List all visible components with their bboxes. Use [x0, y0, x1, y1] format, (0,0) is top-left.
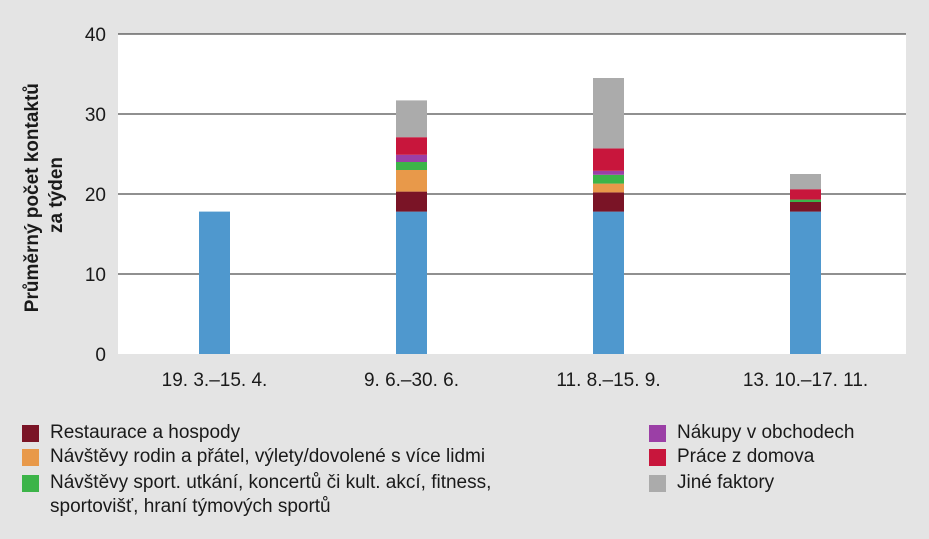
y-tick-label: 40 [85, 25, 106, 46]
legend-item-navstevy-sport: Návštěvy sport. utkání, koncertů či kult… [22, 471, 491, 519]
legend-item-prace-z-domova: Práce z domova [649, 445, 814, 469]
legend-item-nakupy: Nákupy v obchodech [649, 421, 854, 445]
legend-item-jine-faktory: Jiné faktory [649, 471, 774, 495]
y-tick-label: 0 [95, 345, 106, 366]
bar-segment [593, 78, 624, 149]
bar-segment [790, 174, 821, 190]
bar-segment [396, 162, 427, 170]
y-tick-label: 30 [85, 105, 106, 126]
bar-base [396, 211, 427, 354]
bar-segment [396, 191, 427, 212]
x-tick-label: 11. 8.–15. 9. [556, 370, 660, 391]
bar-segment [790, 199, 821, 202]
y-tick-label: 10 [85, 265, 106, 286]
legend-swatch [649, 425, 666, 442]
bar-segment [396, 100, 427, 138]
legend-item-navstevy-rodin: Návštěvy rodin a přátel, výlety/dovolené… [22, 445, 485, 469]
legend-swatch [22, 449, 39, 466]
legend-swatch [22, 475, 39, 492]
legend-label: Jiné faktory [677, 472, 775, 493]
legend-swatch [22, 425, 39, 442]
y-tick-labels: 0 10 20 30 40 [85, 25, 106, 366]
bar-base [199, 211, 230, 354]
legend-item-restaurace: Restaurace a hospody [22, 421, 240, 445]
bar-base [790, 211, 821, 354]
legend-label-line1: Návštěvy sport. utkání, koncertů či kult… [50, 472, 492, 493]
legend-label: Návštěvy rodin a přátel, výlety/dovolené… [50, 446, 486, 467]
legend-label: Práce z domova [677, 446, 815, 467]
bar-base [593, 211, 624, 354]
stacked-bar-chart: 0 10 20 30 40 19. 3.–15. 4. 9. 6.–30. 6. 11. 8… [22, 25, 906, 391]
y-tick-label: 20 [85, 185, 106, 206]
legend-swatch [649, 449, 666, 466]
bar-segment [593, 192, 624, 212]
bar-segment [593, 148, 624, 171]
grid-lines [118, 33, 906, 275]
bar-segment [396, 170, 427, 192]
bar-segment [593, 183, 624, 193]
bar-segment [396, 137, 427, 155]
bar-segment [593, 170, 624, 175]
bars [199, 78, 821, 354]
legend-label: Nákupy v obchodech [677, 422, 855, 443]
x-tick-labels: 19. 3.–15. 4. 9. 6.–30. 6. 11. 8.–15. 9. 13… [162, 370, 869, 391]
x-tick-label: 9. 6.–30. 6. [364, 370, 459, 391]
bar-segment [790, 202, 821, 212]
legend-label-line2: sportovišť, hraní týmových sportů [50, 496, 331, 517]
legend-label: Restaurace a hospody [50, 422, 241, 443]
bar-segment [396, 154, 427, 162]
bar-segment [593, 174, 624, 184]
x-tick-label: 13. 10.–17. 11. [743, 370, 868, 391]
legend-swatch [649, 475, 666, 492]
legend-label: Návštěvy sport. utkání, koncertů či kult… [50, 471, 491, 519]
x-tick-label: 19. 3.–15. 4. [162, 370, 268, 391]
bar-segment [790, 189, 821, 200]
y-axis-label: Průměrný počet kontaktů za týden [22, 78, 67, 312]
